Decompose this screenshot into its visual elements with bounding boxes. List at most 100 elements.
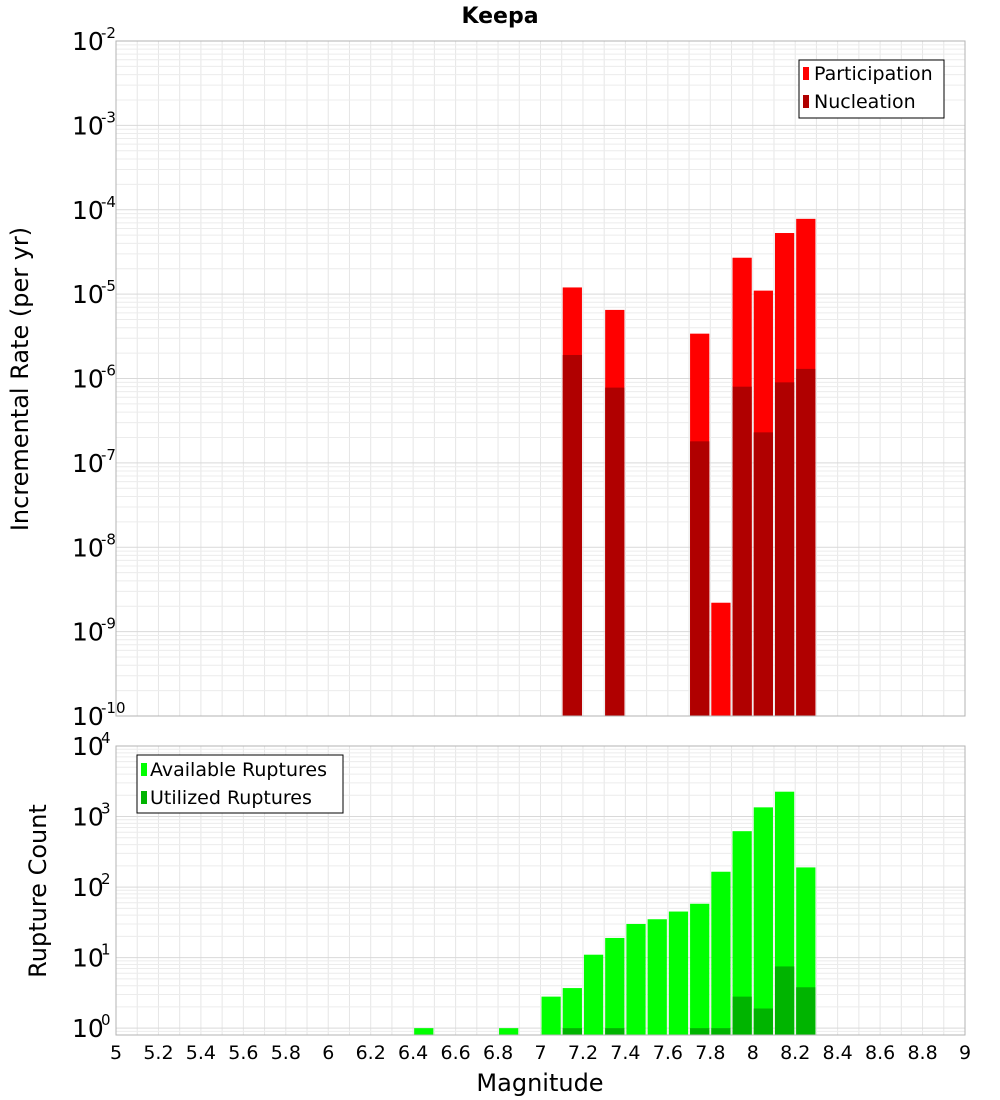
count-bar-available-ruptures [711,871,731,1035]
bottom-y-tick-label: 100 [72,1011,111,1043]
x-tick-label: 7.6 [653,1042,683,1064]
bottom-y-tick-exponent: 2 [101,870,111,888]
top-y-tick-base: 10 [72,533,104,562]
x-tick-label: 7.2 [568,1042,598,1064]
legend-label-participation: Participation [814,63,933,85]
x-tick-label: 8.6 [865,1042,895,1064]
top-y-tick-base: 10 [72,365,104,394]
top-y-tick-exponent: -3 [101,108,116,126]
count-bar-available-ruptures [690,903,710,1035]
x-tick-label: 7.8 [695,1042,725,1064]
count-bar-available-ruptures [753,807,773,1035]
count-bar-utilized-ruptures [605,1028,625,1035]
bottom-y-axis-label: Rupture Count [24,804,52,978]
rate-bar-nucleation [796,368,816,716]
legend-label-nucleation: Nucleation [814,91,916,113]
chart-title: Keepa [461,4,538,29]
top-y-tick-base: 10 [72,27,104,56]
top-y-tick-label: 10-9 [72,615,116,647]
rate-bar-nucleation [753,432,773,716]
top-legend: Participation Nucleation [798,59,945,119]
top-y-axis-label: Incremental Rate (per yr) [6,227,34,531]
count-bar-available-ruptures [732,831,752,1035]
bottom-y-tick-base: 10 [72,873,104,902]
bottom-plot-border [115,745,966,1036]
bottom-y-tick-exponent: 4 [101,729,111,747]
count-bar-available-ruptures [583,954,604,1035]
bottom-y-tick-label: 103 [72,800,111,832]
top-y-tick-label: 10-6 [72,362,116,394]
x-tick-label: 8.2 [780,1042,810,1064]
bottom-y-tick-label: 102 [72,870,111,902]
x-tick-label: 5.2 [143,1042,173,1064]
bottom-y-tick-exponent: 1 [101,941,111,959]
top-y-tick-base: 10 [72,111,104,140]
x-tick-label: 8 [747,1042,759,1064]
top-y-tick-exponent: -4 [101,193,116,211]
top-y-tick-exponent: -2 [101,24,116,42]
legend-swatch-available-ruptures [141,763,147,776]
top-y-tick-exponent: -5 [101,277,116,295]
plot-axes [115,40,966,1036]
top-y-tick-base: 10 [72,196,104,225]
legend-label-available-ruptures: Available Ruptures [150,759,327,781]
bottom-legend-box [136,754,344,814]
top-y-tick-label: 10-8 [72,530,116,562]
top-plot-bars [562,218,816,716]
x-tick-label: 6.8 [483,1042,513,1064]
rate-bar-nucleation [774,382,795,716]
x-tick-label: 5.8 [271,1042,301,1064]
rate-bar-nucleation [562,354,582,716]
count-bar-utilized-ruptures [711,1028,731,1035]
x-ticks: 5 5.2 5.4 5.6 5.8 6 6.2 6.4 6.6 6.8 7 7.2 7.4 7.6 7.8 8… [110,1042,971,1064]
count-bar-available-ruptures [668,911,689,1035]
x-tick-label: 6.4 [398,1042,428,1064]
rate-bar-nucleation [690,441,710,716]
bottom-y-tick-exponent: 3 [101,800,111,818]
top-y-tick-base: 10 [72,702,104,731]
x-tick-label: 6 [322,1042,334,1064]
count-bar-available-ruptures [605,937,625,1035]
top-y-tick-base: 10 [72,618,104,647]
count-bar-utilized-ruptures [562,1028,582,1035]
count-bar-available-ruptures [626,923,646,1035]
count-bar-available-ruptures [499,1028,519,1035]
x-tick-label: 6.6 [440,1042,470,1064]
legend-swatch-nucleation [803,95,809,108]
bottom-y-tick-base: 10 [72,732,104,761]
count-bar-utilized-ruptures [732,996,752,1035]
top-plot-border [115,40,966,717]
legend-label-utilized-ruptures: Utilized Ruptures [150,787,312,809]
top-y-tick-exponent: -9 [101,615,116,633]
x-tick-label: 8.4 [823,1042,853,1064]
top-legend-box [798,59,945,119]
top-y-tick-exponent: -7 [101,446,116,464]
top-y-tick-label: 10-3 [72,108,116,140]
x-tick-label: 5 [110,1042,122,1064]
rate-bar-nucleation [732,386,752,716]
legend-swatch-utilized-ruptures [141,791,147,804]
count-bar-available-ruptures [647,919,667,1035]
top-y-tick-exponent: -10 [101,699,126,717]
top-y-tick-label: 10-7 [72,446,116,478]
x-tick-label: 5.4 [186,1042,216,1064]
x-axis-label: Magnitude [476,1069,603,1097]
count-bar-available-ruptures [541,996,561,1035]
count-bar-utilized-ruptures [753,1008,773,1035]
count-bar-utilized-ruptures [690,1028,710,1035]
top-y-tick-base: 10 [72,449,104,478]
legend-swatch-participation [803,67,809,80]
top-y-tick-label: 10-4 [72,193,116,225]
x-tick-label: 6.2 [356,1042,386,1064]
bottom-y-tick-base: 10 [72,944,104,973]
top-y-tick-exponent: -8 [101,530,116,548]
rate-bar-participation [711,602,731,716]
rate-bar-nucleation [605,387,625,716]
count-bar-utilized-ruptures [774,966,795,1035]
top-plot-grid [115,41,966,717]
x-tick-label: 7 [534,1042,546,1064]
top-y-tick-label: 10-5 [72,277,116,309]
count-bar-available-ruptures [414,1028,434,1035]
